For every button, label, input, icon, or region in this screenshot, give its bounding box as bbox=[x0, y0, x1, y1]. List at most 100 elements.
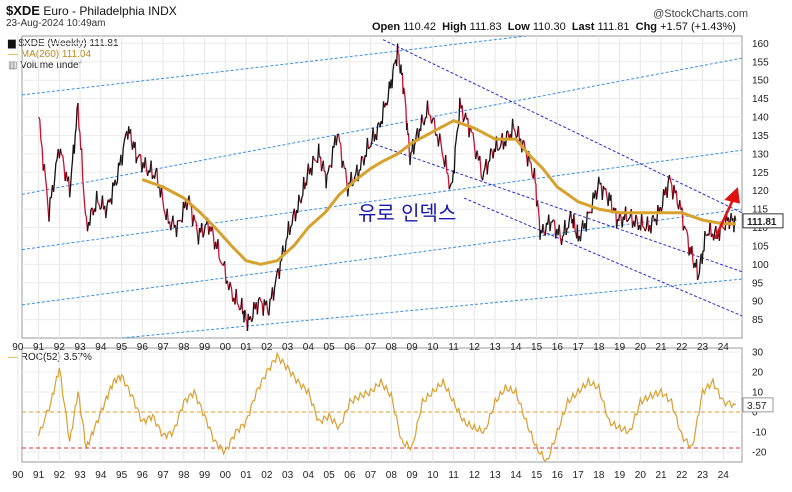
y-tick-label: 90 bbox=[752, 297, 764, 308]
red-arrow-shaft bbox=[713, 197, 735, 240]
x-tick-label: 02 bbox=[261, 342, 273, 353]
trend-line bbox=[22, 149, 742, 251]
chart-marks: 111.81 3.57 bbox=[713, 187, 784, 413]
x-tick-label: 16 bbox=[552, 470, 564, 481]
x-tick-label: 18 bbox=[593, 470, 605, 481]
x-tick-label: 14 bbox=[510, 342, 522, 353]
x-tick-label: 04 bbox=[303, 342, 315, 353]
x-tick-label: 13 bbox=[490, 470, 502, 481]
x-tick-label: 21 bbox=[656, 342, 668, 353]
x-tick-label: 13 bbox=[490, 342, 502, 353]
price-series bbox=[38, 43, 737, 331]
x-tick-label: 24 bbox=[718, 342, 730, 353]
x-tick-label: 08 bbox=[386, 470, 398, 481]
x-tick-label: 24 bbox=[718, 470, 730, 481]
x-tick-label: 12 bbox=[469, 342, 481, 353]
y-tick-label: 155 bbox=[752, 57, 769, 68]
last-roc-label: 3.57 bbox=[747, 401, 767, 412]
x-tick-label: 09 bbox=[407, 342, 419, 353]
x-tick-label: 05 bbox=[324, 470, 336, 481]
x-tick-label: 23 bbox=[697, 470, 709, 481]
x-tick-label: 18 bbox=[593, 342, 605, 353]
x-tick-label: 94 bbox=[95, 470, 107, 481]
x-tick-label: 01 bbox=[241, 470, 253, 481]
trend-line bbox=[463, 197, 742, 317]
x-tick-label: 06 bbox=[344, 342, 356, 353]
y-tick-label: 125 bbox=[752, 168, 769, 179]
last-roc-box bbox=[742, 397, 774, 413]
roc-gridlines bbox=[17, 348, 742, 462]
x-tick-label: 22 bbox=[676, 342, 688, 353]
x-tick-label: 10 bbox=[427, 342, 439, 353]
roc-y-tick-label: 10 bbox=[752, 388, 764, 399]
chart-title: $XDE Euro - Philadelphia INDX bbox=[6, 3, 177, 18]
chg-label: Chg bbox=[635, 21, 658, 33]
x-tick-label: 91 bbox=[33, 470, 45, 481]
x-tick-label: 99 bbox=[199, 342, 211, 353]
y-tick-label: 135 bbox=[752, 131, 769, 142]
y-tick-label: 105 bbox=[752, 241, 769, 252]
x-tick-label: 12 bbox=[469, 470, 481, 481]
y-tick-label: 100 bbox=[752, 260, 769, 271]
x-tick-label: 90 bbox=[12, 342, 24, 353]
roc-series bbox=[22, 351, 742, 462]
legend-roc-label: ROC(52) 3.57% bbox=[20, 352, 92, 363]
x-tick-label: 11 bbox=[448, 470, 459, 481]
brand-watermark[interactable]: @StockCharts.com bbox=[653, 8, 748, 20]
x-tick-label: 19 bbox=[614, 470, 626, 481]
x-tick-label: 95 bbox=[116, 342, 128, 353]
last-label: Last bbox=[571, 21, 595, 33]
x-tick-label: 14 bbox=[510, 470, 522, 481]
axis-labels: 90 90 91 91 92 92 93 93 94 94 95 95 96 96 97 97 98 98 99 99… bbox=[12, 39, 769, 481]
index-name: Euro - Philadelphia bbox=[43, 4, 145, 18]
y-tick-label: 115 bbox=[752, 205, 768, 216]
x-tick-label: 01 bbox=[241, 342, 253, 353]
trend-lines bbox=[22, 36, 742, 338]
legend-volume: ▥ Volume undef bbox=[8, 60, 81, 71]
y-tick-label: 110 bbox=[752, 223, 768, 234]
legend-volume-label: Volume undef bbox=[20, 60, 82, 71]
x-tick-label: 08 bbox=[386, 342, 398, 353]
ohlc-readout: Open 110.42 High 111.83 Low 110.30 Last … bbox=[372, 21, 736, 33]
x-tick-label: 09 bbox=[407, 470, 419, 481]
low-label: Low bbox=[507, 21, 530, 33]
x-tick-label: 07 bbox=[365, 342, 377, 353]
x-tick-label: 98 bbox=[178, 342, 190, 353]
x-tick-label: 20 bbox=[635, 470, 647, 481]
low-value: 110.30 bbox=[532, 21, 566, 33]
x-tick-label: 02 bbox=[261, 470, 273, 481]
trend-line bbox=[22, 57, 742, 195]
x-tick-label: 96 bbox=[137, 342, 149, 353]
price-panel-frame bbox=[21, 35, 743, 339]
x-tick-label: 92 bbox=[54, 342, 66, 353]
roc-y-tick-label: -10 bbox=[752, 428, 767, 439]
x-tick-label: 16 bbox=[552, 342, 564, 353]
trend-line bbox=[370, 142, 742, 273]
x-tick-label: 20 bbox=[635, 342, 647, 353]
last-value: 111.81 bbox=[597, 21, 630, 33]
trend-line bbox=[22, 36, 527, 96]
x-tick-label: 03 bbox=[282, 470, 294, 481]
x-tick-label: 96 bbox=[137, 470, 149, 481]
y-tick-label: 130 bbox=[752, 149, 769, 160]
x-tick-label: 00 bbox=[220, 470, 232, 481]
symbol: $XDE bbox=[6, 3, 40, 18]
x-tick-label: 92 bbox=[54, 470, 66, 481]
legend-price-swatch: ▆ bbox=[8, 38, 16, 49]
roc-line bbox=[38, 351, 737, 462]
chart-date: 23-Aug-2024 10:49am bbox=[6, 18, 106, 29]
roc-panel-frame bbox=[21, 347, 743, 463]
x-tick-label: 93 bbox=[75, 470, 87, 481]
x-tick-label: 22 bbox=[676, 470, 688, 481]
ma-series bbox=[141, 119, 736, 266]
x-tick-label: 05 bbox=[324, 342, 336, 353]
x-tick-label: 91 bbox=[33, 342, 45, 353]
x-tick-label: 00 bbox=[220, 342, 232, 353]
x-tick-label: 15 bbox=[531, 342, 543, 353]
x-tick-label: 23 bbox=[697, 342, 709, 353]
y-tick-label: 120 bbox=[752, 186, 769, 197]
legend-roc-swatch: — bbox=[8, 352, 18, 363]
y-tick-label: 140 bbox=[752, 113, 769, 124]
high-value: 111.83 bbox=[469, 21, 502, 33]
